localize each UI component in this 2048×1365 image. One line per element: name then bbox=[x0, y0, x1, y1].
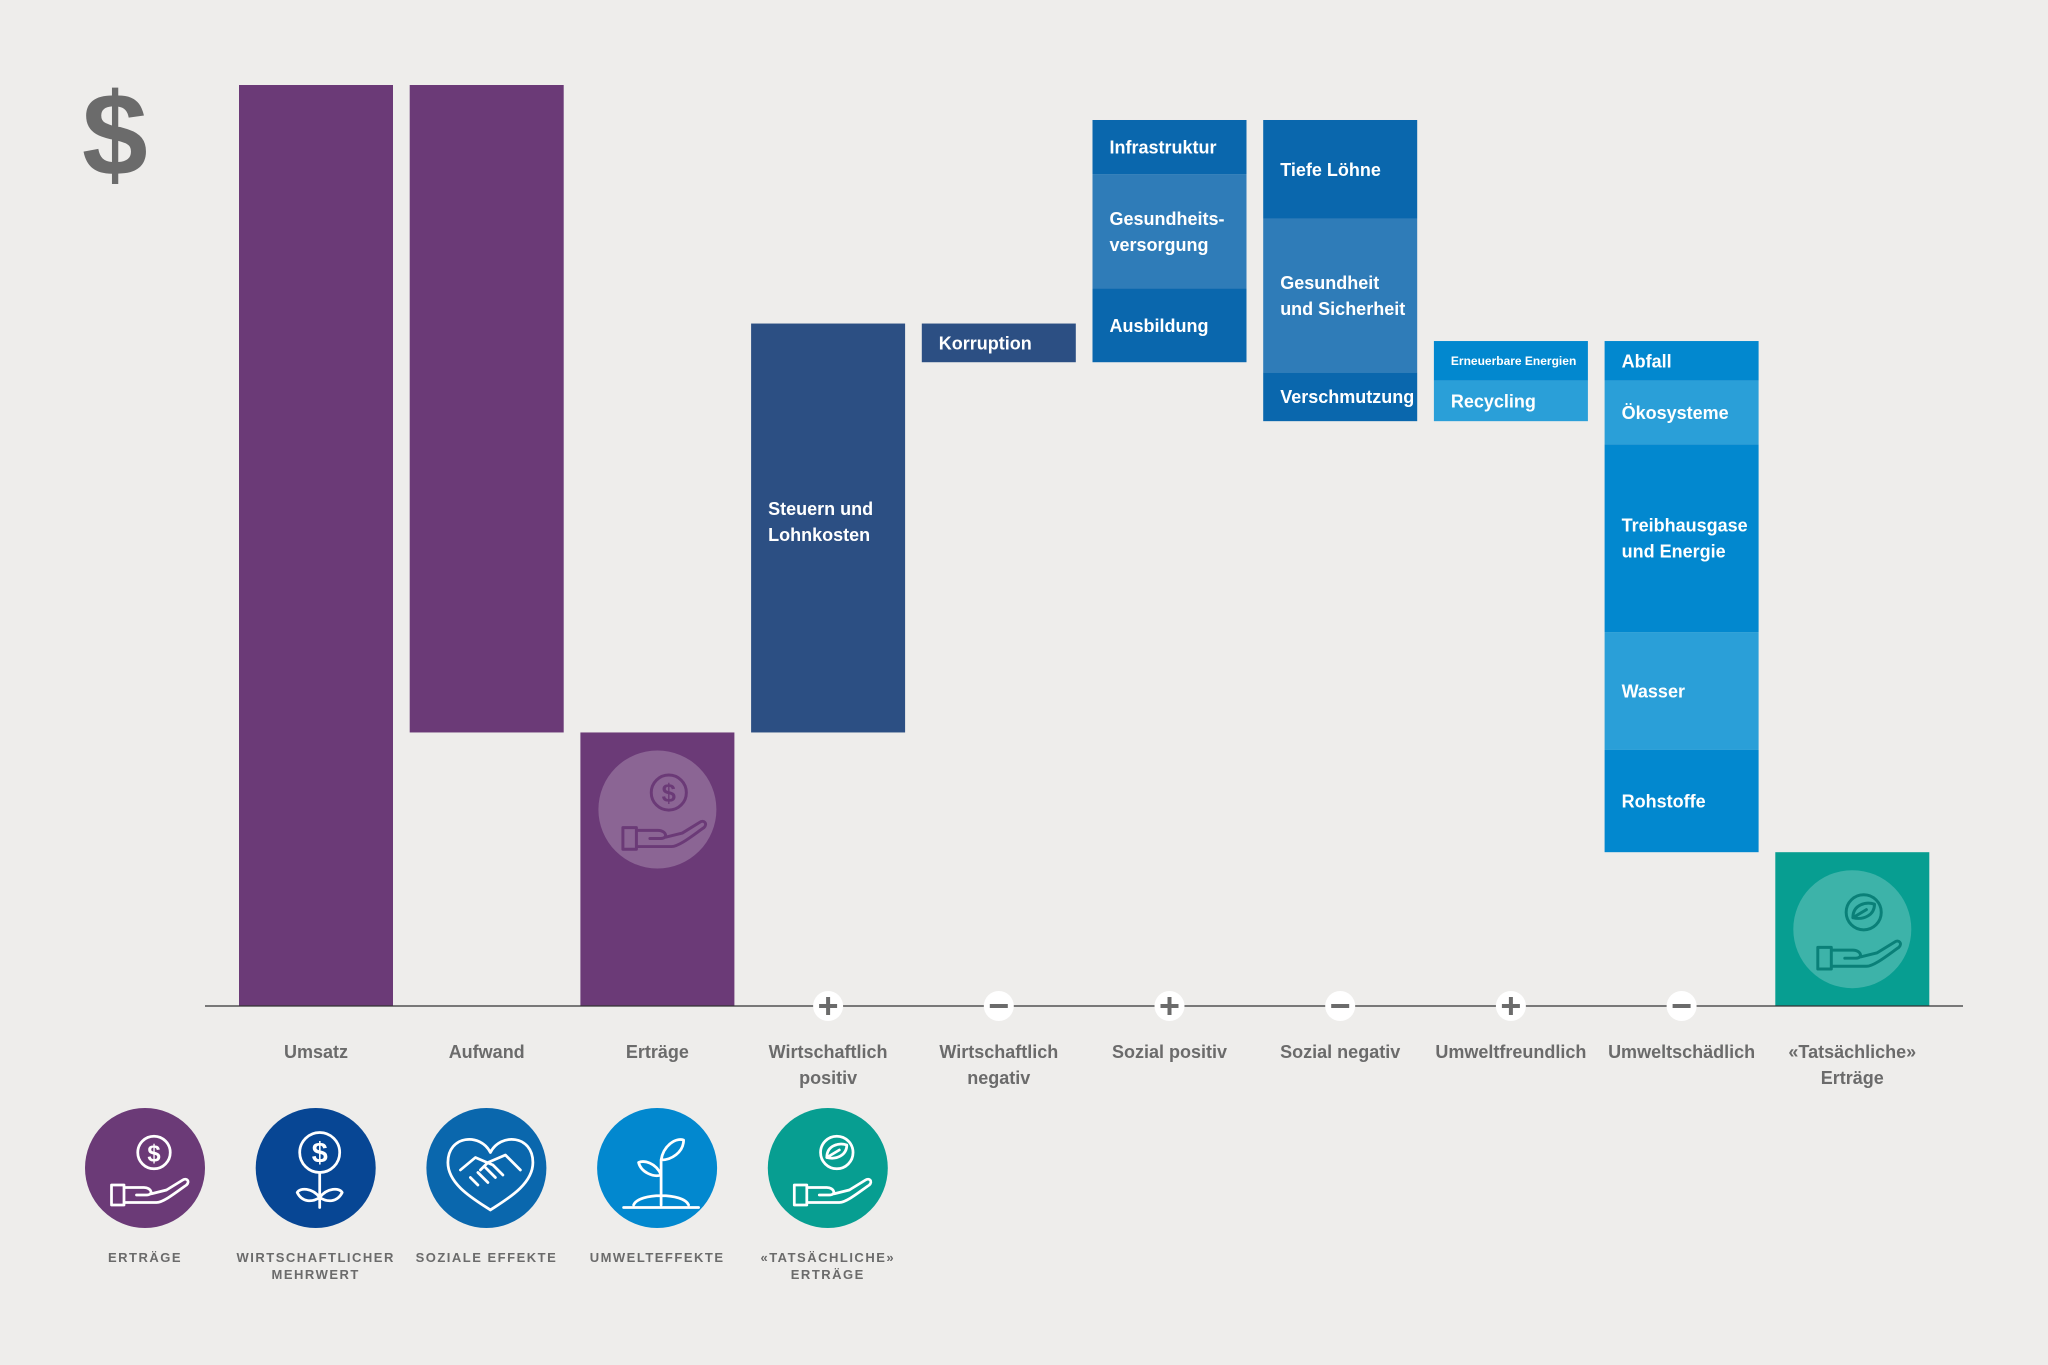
dollar-sign-icon: $ bbox=[82, 69, 148, 201]
legend-icon-circle bbox=[255, 1108, 376, 1228]
bars: $ Steuern und Lohnkosten Korruption Ausbildu… bbox=[239, 85, 1930, 1006]
bar-aufwand bbox=[409, 85, 564, 733]
segment-label: Verschmutzung bbox=[1280, 387, 1414, 407]
bar-sozial-positiv: Ausbildung Gesundheits-versorgung Infrastr… bbox=[1092, 119, 1247, 363]
hand-coin-icon: $ bbox=[110, 1134, 190, 1207]
bar-segment bbox=[1604, 444, 1759, 633]
bar-segment bbox=[1263, 119, 1418, 219]
segment-label: Gesundheits-versorgung bbox=[1110, 209, 1225, 255]
segment-label: Ökosysteme bbox=[1622, 403, 1729, 423]
category-label: Erträge bbox=[626, 1042, 689, 1062]
bar-segment bbox=[751, 323, 906, 733]
minus-sign-icon bbox=[983, 991, 1014, 1021]
category-label: Sozial negativ bbox=[1280, 1042, 1400, 1062]
legend-item-wirtschaftlicher-mehrwert: $ WIRTSCHAFTLICHER MEHRWERT bbox=[237, 1108, 395, 1282]
bar-segment bbox=[1263, 372, 1418, 422]
icon-circle bbox=[598, 750, 717, 869]
bar-segment bbox=[1604, 341, 1759, 381]
category-labels: Umsatz Aufwand Erträge Wirtschaftlich positi… bbox=[284, 1042, 1916, 1088]
money-plant-icon: $ bbox=[295, 1131, 344, 1209]
category-label: Umweltschädlich bbox=[1608, 1042, 1755, 1062]
segment-label: Recycling bbox=[1451, 391, 1536, 411]
plus-sign-icon bbox=[1495, 991, 1526, 1021]
legend: $ ERTRÄGE $ WIRTSCHAFTLICHER MEHRWERT SOZIALE… bbox=[85, 1108, 895, 1282]
segment-label: Tiefe Löhne bbox=[1280, 160, 1381, 180]
bar-segment bbox=[1604, 380, 1759, 445]
bar-segment bbox=[1433, 341, 1588, 381]
bar-segment bbox=[1433, 380, 1588, 422]
segment-label: Ausbildung bbox=[1110, 316, 1209, 336]
plus-sign-icon bbox=[813, 991, 844, 1021]
segment-label: Treibhausgase und Energie bbox=[1622, 516, 1748, 562]
segment-label: Korruption bbox=[939, 333, 1032, 353]
bar-segment bbox=[1775, 852, 1930, 1006]
legend-label: SOZIALE EFFEKTE bbox=[416, 1250, 558, 1265]
segment-label: Wasser bbox=[1622, 681, 1685, 701]
segment-label: Erneuerbare Energien bbox=[1451, 354, 1576, 368]
minus-sign-icon bbox=[1325, 991, 1356, 1021]
sprout-icon bbox=[622, 1138, 700, 1209]
segment-label: Infrastruktur bbox=[1110, 138, 1217, 158]
bar-segment bbox=[1263, 218, 1418, 373]
hand-coin-icon: $ bbox=[621, 773, 708, 851]
bar-segment bbox=[1092, 288, 1247, 363]
bar-wirtschaftlich-negativ: Korruption bbox=[921, 323, 1076, 363]
hand-leaf-icon bbox=[792, 1134, 873, 1207]
category-label: Wirtschaftlich negativ bbox=[939, 1042, 1058, 1088]
segment-label: Abfall bbox=[1622, 351, 1672, 371]
bar-tatsaechliche-ertraege bbox=[1775, 852, 1930, 1006]
bar-segment bbox=[921, 323, 1076, 363]
svg-text:$: $ bbox=[147, 1140, 160, 1167]
category-label: Umweltfreundlich bbox=[1435, 1042, 1586, 1062]
icon-circle bbox=[1793, 870, 1912, 989]
plus-sign-icon bbox=[1154, 991, 1185, 1021]
legend-item-tatsaechliche-ertraege: «TATSÄCHLICHE» ERTRÄGE bbox=[760, 1108, 895, 1282]
category-label: «Tatsächliche» Erträge bbox=[1788, 1042, 1916, 1088]
segment-label: Gesundheit und Sicherheit bbox=[1280, 273, 1405, 319]
svg-text:$: $ bbox=[312, 1138, 328, 1170]
legend-label: ERTRÄGE bbox=[108, 1250, 182, 1265]
legend-item-soziale-effekte: SOZIALE EFFEKTE bbox=[416, 1108, 558, 1265]
category-label: Sozial positiv bbox=[1112, 1042, 1227, 1062]
category-label: Aufwand bbox=[449, 1042, 525, 1062]
bar-segment bbox=[239, 85, 393, 1006]
legend-item-umwelteffekte: UMWELTEFFEKTE bbox=[590, 1108, 725, 1265]
segment-label: Rohstoffe bbox=[1622, 792, 1706, 812]
legend-item-ertraege: $ ERTRÄGE bbox=[85, 1108, 205, 1265]
legend-label: WIRTSCHAFTLICHER MEHRWERT bbox=[237, 1250, 395, 1282]
legend-label: «TATSÄCHLICHE» ERTRÄGE bbox=[760, 1250, 895, 1282]
bar-segment bbox=[409, 85, 564, 733]
bar-segment bbox=[1604, 632, 1759, 750]
bar-sozial-negativ: Verschmutzung Gesundheit und Sicherheit Tie… bbox=[1263, 119, 1418, 422]
bar-umweltfreundlich: Recycling Erneuerbare Energien bbox=[1433, 341, 1588, 422]
bar-ertraege: $ bbox=[580, 732, 735, 1006]
minus-sign-icon bbox=[1666, 991, 1697, 1021]
category-label: Umsatz bbox=[284, 1042, 348, 1062]
legend-icon-circle bbox=[85, 1108, 205, 1228]
svg-text:$: $ bbox=[662, 780, 676, 808]
heart-handshake-icon bbox=[446, 1138, 535, 1212]
segment-label: Steuern und Lohnkosten bbox=[768, 499, 873, 545]
legend-label: UMWELTEFFEKTE bbox=[590, 1250, 725, 1265]
bar-wirtschaftlich-positiv: Steuern und Lohnkosten bbox=[751, 323, 906, 733]
bar-umweltschaedlich: Rohstoffe Wasser Treibhausgase und Energie Ö… bbox=[1604, 341, 1759, 853]
legend-icon-circle bbox=[767, 1108, 888, 1228]
bar-segment bbox=[1092, 174, 1247, 289]
bar-umsatz bbox=[239, 85, 393, 1006]
sign-markers bbox=[813, 991, 1697, 1021]
bar-segment bbox=[1092, 119, 1247, 175]
hand-leaf-icon bbox=[1816, 893, 1902, 971]
bar-segment bbox=[1604, 749, 1759, 853]
category-label: Wirtschaftlich positiv bbox=[769, 1042, 888, 1088]
